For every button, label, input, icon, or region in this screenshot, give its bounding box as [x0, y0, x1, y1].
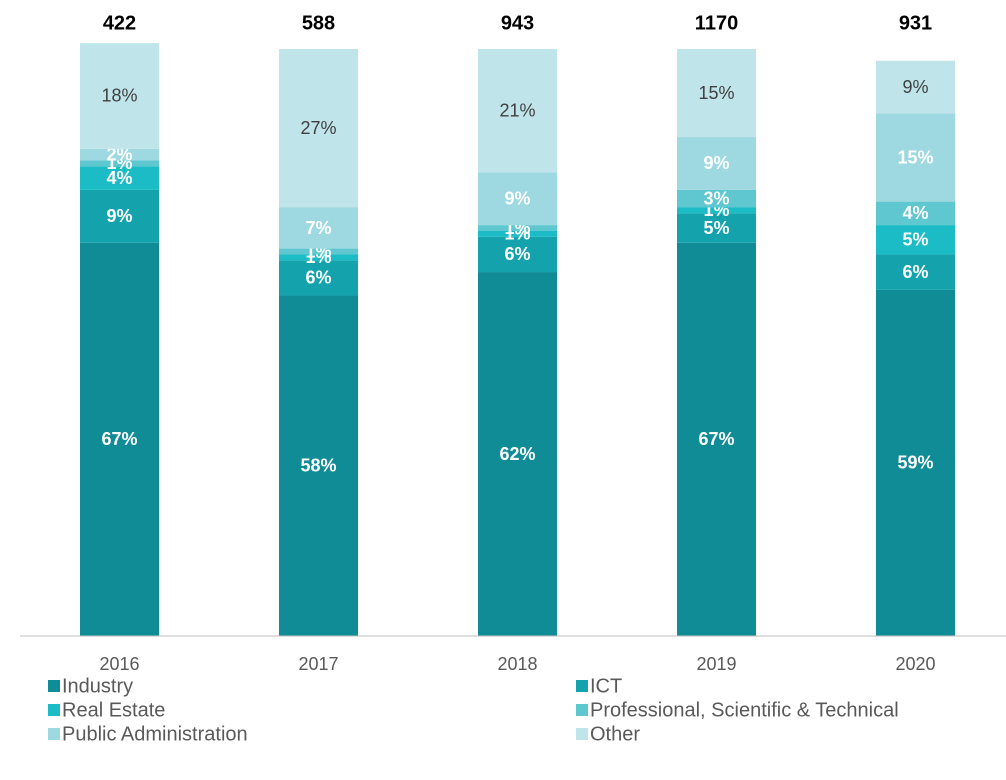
- data-label: 9%: [902, 77, 928, 97]
- x-tick-label: 2016: [99, 654, 139, 674]
- bar-segment: [677, 49, 756, 138]
- data-label: 15%: [698, 83, 734, 103]
- bar-segment: [80, 160, 159, 167]
- total-label: 931: [899, 12, 932, 34]
- data-label: 2%: [106, 144, 132, 164]
- bar-segment: [478, 236, 557, 273]
- bar-segment: [279, 248, 358, 255]
- data-label: 5%: [902, 230, 928, 250]
- bar-segment: [478, 272, 557, 636]
- data-label: 67%: [101, 429, 137, 449]
- data-label: 18%: [101, 86, 137, 106]
- bar-segment: [279, 207, 358, 249]
- legend-label: ICT: [590, 675, 622, 697]
- bar-segment: [279, 295, 358, 636]
- data-label: 59%: [897, 453, 933, 473]
- data-label: 9%: [504, 188, 530, 208]
- bar-segment: [478, 49, 557, 173]
- x-tick-label: 2017: [298, 654, 338, 674]
- bar-segment: [876, 113, 955, 202]
- bar-segment: [876, 60, 955, 114]
- data-label: 15%: [897, 147, 933, 167]
- legend-label: Industry: [62, 675, 133, 697]
- x-tick-label: 2020: [895, 654, 935, 674]
- bar-segment: [279, 254, 358, 261]
- data-label: 58%: [300, 456, 336, 476]
- data-label: 4%: [902, 203, 928, 223]
- total-label: 943: [501, 12, 534, 34]
- data-label: 67%: [698, 429, 734, 449]
- bar-segment: [279, 260, 358, 296]
- data-label: 3%: [703, 188, 729, 208]
- legend-swatch: [48, 728, 60, 740]
- bar-segment: [478, 172, 557, 226]
- total-label: 588: [302, 12, 335, 34]
- bar-segment: [876, 225, 955, 255]
- bar-segment: [876, 289, 955, 636]
- data-label: 6%: [305, 268, 331, 288]
- bar-segment: [80, 166, 159, 190]
- x-tick-label: 2019: [696, 654, 736, 674]
- total-label: 1170: [695, 12, 738, 34]
- bar-segment: [80, 242, 159, 636]
- bar-segment: [677, 207, 756, 214]
- x-tick-label: 2018: [497, 654, 537, 674]
- data-label: 9%: [106, 206, 132, 226]
- data-label: 7%: [305, 218, 331, 238]
- data-label: 6%: [902, 262, 928, 282]
- data-label: 6%: [504, 244, 530, 264]
- bar-segment: [677, 242, 756, 636]
- bar-segment: [80, 189, 159, 243]
- legend-label: Public Administration: [62, 723, 248, 745]
- bar-segment: [80, 43, 159, 149]
- data-label: 21%: [499, 100, 535, 120]
- data-label: 27%: [300, 118, 336, 138]
- total-label: 422: [103, 12, 136, 34]
- data-label: 9%: [703, 153, 729, 173]
- legend-swatch: [576, 704, 588, 716]
- bar-segment: [677, 213, 756, 243]
- bar-segment: [677, 189, 756, 208]
- bar-segment: [876, 201, 955, 226]
- data-label: 5%: [703, 218, 729, 238]
- legend-swatch: [576, 680, 588, 692]
- bar-segment: [478, 225, 557, 231]
- legend-swatch: [48, 680, 60, 692]
- legend-label: Other: [590, 723, 640, 745]
- bar-segment: [677, 137, 756, 190]
- bar-segment: [279, 49, 358, 208]
- legend-label: Real Estate: [62, 699, 165, 721]
- bar-segment: [80, 148, 159, 161]
- legend-swatch: [576, 728, 588, 740]
- data-label: 62%: [499, 444, 535, 464]
- legend-label: Professional, Scientific & Technical: [590, 699, 899, 721]
- legend-swatch: [48, 704, 60, 716]
- data-label: 4%: [106, 168, 132, 188]
- bar-segment: [876, 254, 955, 290]
- bar-segment: [478, 230, 557, 237]
